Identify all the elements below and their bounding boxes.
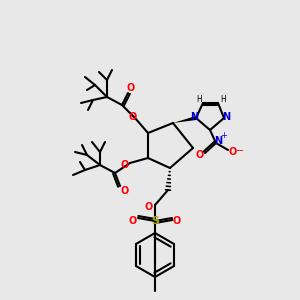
Polygon shape xyxy=(173,116,196,123)
Text: N: N xyxy=(214,136,222,146)
Text: H: H xyxy=(196,95,202,104)
Text: O: O xyxy=(145,202,153,212)
Text: +: + xyxy=(220,130,227,140)
Text: O: O xyxy=(121,160,129,170)
Text: O: O xyxy=(229,147,237,157)
Text: N: N xyxy=(190,112,198,122)
Text: O: O xyxy=(127,83,135,93)
Text: S: S xyxy=(151,216,159,226)
Text: O: O xyxy=(196,150,204,160)
Text: O: O xyxy=(129,112,137,122)
Text: H: H xyxy=(220,95,226,104)
Text: O: O xyxy=(121,186,129,196)
Text: O: O xyxy=(129,216,137,226)
Text: O: O xyxy=(173,216,181,226)
Text: −: − xyxy=(236,146,244,156)
Text: N: N xyxy=(222,112,230,122)
